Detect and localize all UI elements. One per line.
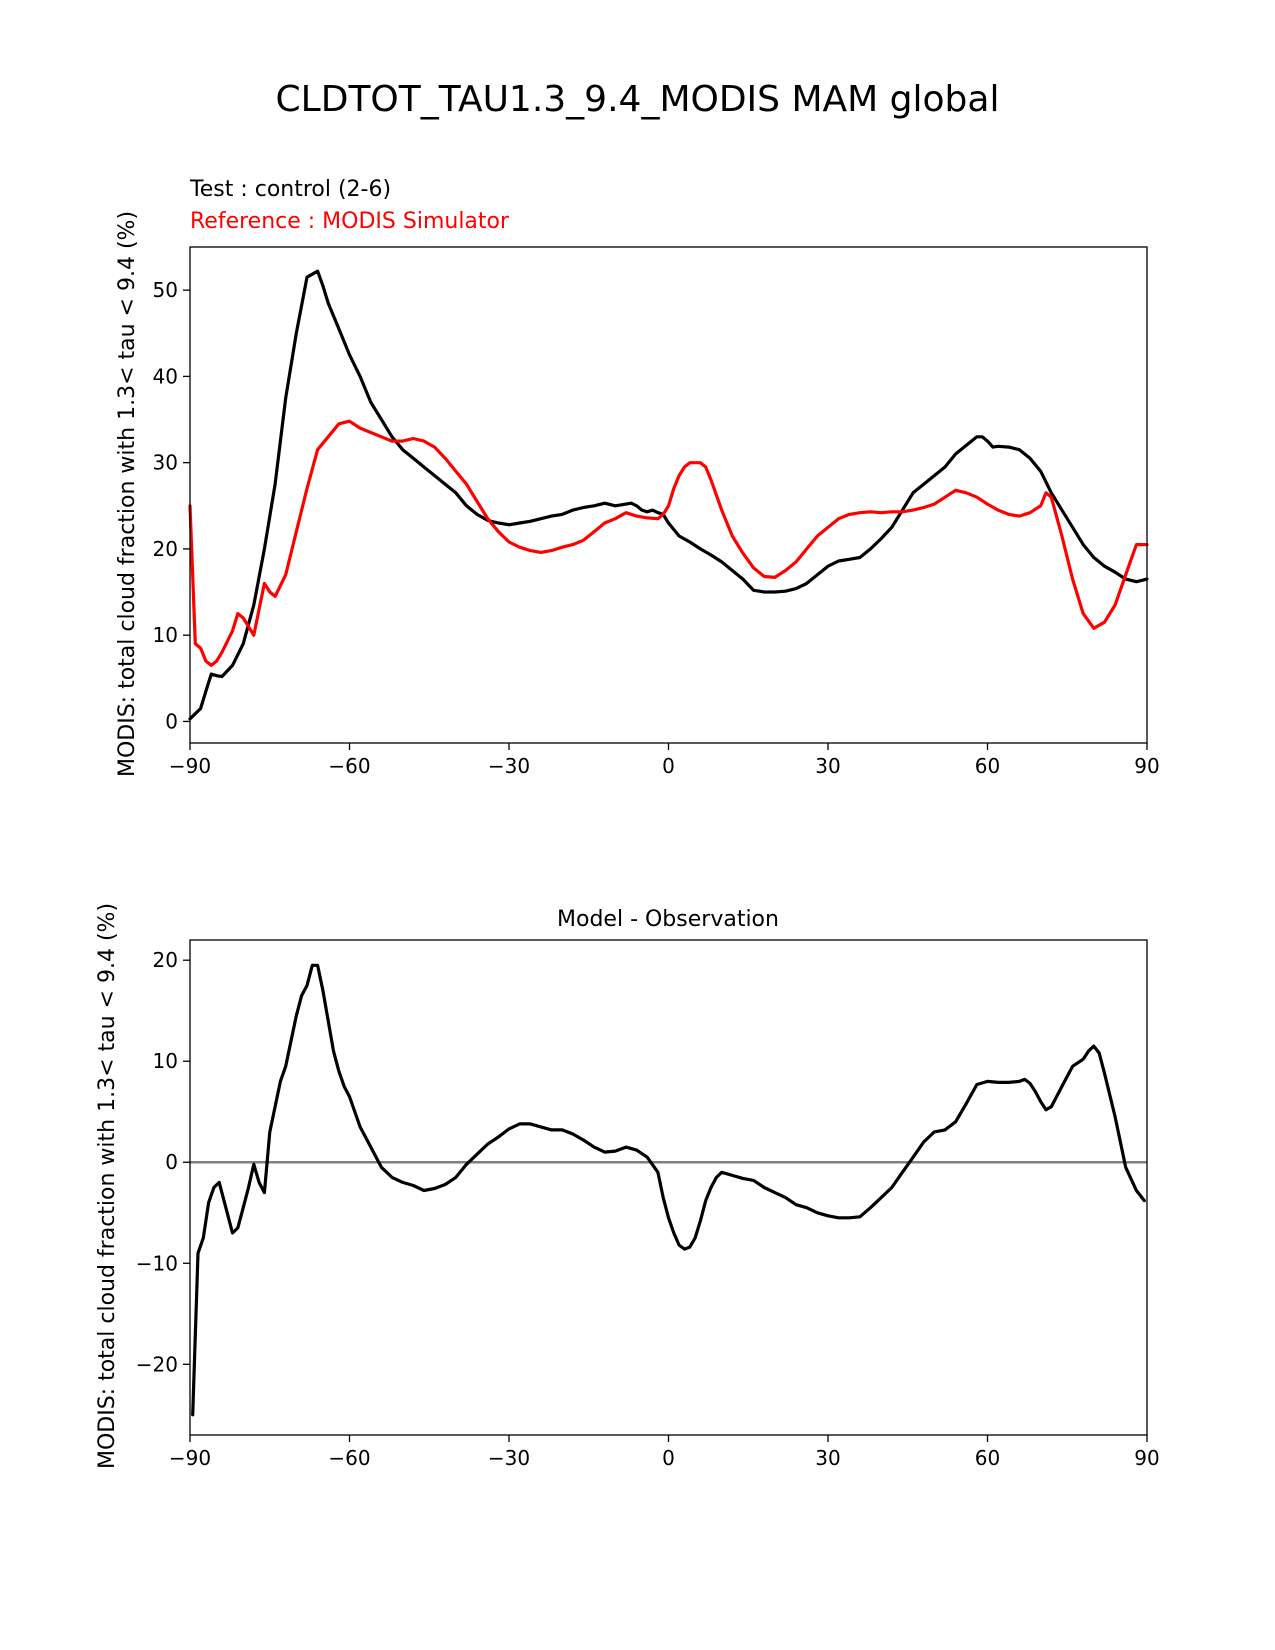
bottom-x-tick-label: 90 <box>1134 1446 1159 1470</box>
bottom-y-tick-label: 20 <box>153 948 178 972</box>
top-x-tick-label: 60 <box>975 754 1000 778</box>
bottom-line-plot: Model - Observation MODIS: total cloud f… <box>95 903 1160 1470</box>
top-x-tick-label: 30 <box>815 754 840 778</box>
bottom-y-tick-label: 10 <box>153 1049 178 1073</box>
reference-series-line <box>188 419 1149 668</box>
top-y-tick-label: 0 <box>165 709 178 733</box>
bottom-y-tick-label: −20 <box>136 1352 178 1376</box>
top-x-tick-label: 0 <box>662 754 675 778</box>
bottom-y-tick-label: −10 <box>136 1251 178 1275</box>
bottom-x-tick-label: 0 <box>662 1446 675 1470</box>
bottom-plot-title: Model - Observation <box>557 907 779 932</box>
top-y-tick-label: 10 <box>153 623 178 647</box>
top-x-tick-label: −60 <box>328 754 370 778</box>
figure-title: CLDTOT_TAU1.3_9.4_MODIS MAM global <box>276 79 1000 120</box>
top-y-tick-label: 30 <box>153 451 178 475</box>
bottom-x-tick-label: −90 <box>169 1446 211 1470</box>
bottom-series <box>190 963 1147 1417</box>
reference-label: Reference : MODIS Simulator <box>190 209 510 234</box>
top-y-tick-label: 20 <box>153 537 178 561</box>
bottom-x-tick-label: 30 <box>815 1446 840 1470</box>
bottom-x-tick-label: 60 <box>975 1446 1000 1470</box>
top-axes-frame <box>189 246 1148 744</box>
bottom-y-axis-label: MODIS: total cloud fraction with 1.3< ta… <box>95 903 120 1469</box>
top-x-tick-label: 90 <box>1134 754 1159 778</box>
bottom-x-tick-label: −30 <box>488 1446 530 1470</box>
top-y-tick-label: 40 <box>153 364 178 388</box>
bottom-y-tick-label: 0 <box>165 1150 178 1174</box>
test-series-line <box>188 269 1149 721</box>
bottom-axis-ticks: −90 −60 −30 0 30 60 90 −20 −10 0 10 20 <box>136 948 1160 1470</box>
top-y-tick-label: 50 <box>153 278 178 302</box>
top-line-plot: Test : control (2-6) Reference : MODIS S… <box>115 177 1160 778</box>
bottom-x-tick-label: −60 <box>328 1446 370 1470</box>
top-series <box>188 269 1149 721</box>
top-x-tick-label: −90 <box>169 754 211 778</box>
bottom-axes-frame <box>189 939 1148 1436</box>
top-axis-ticks: −90 −60 −30 0 30 60 90 0 10 20 30 40 50 <box>153 278 1160 778</box>
test-label: Test : control (2-6) <box>189 177 391 202</box>
difference-series-line <box>191 963 1146 1417</box>
top-x-tick-label: −30 <box>488 754 530 778</box>
top-y-axis-label: MODIS: total cloud fraction with 1.3< ta… <box>115 211 140 777</box>
